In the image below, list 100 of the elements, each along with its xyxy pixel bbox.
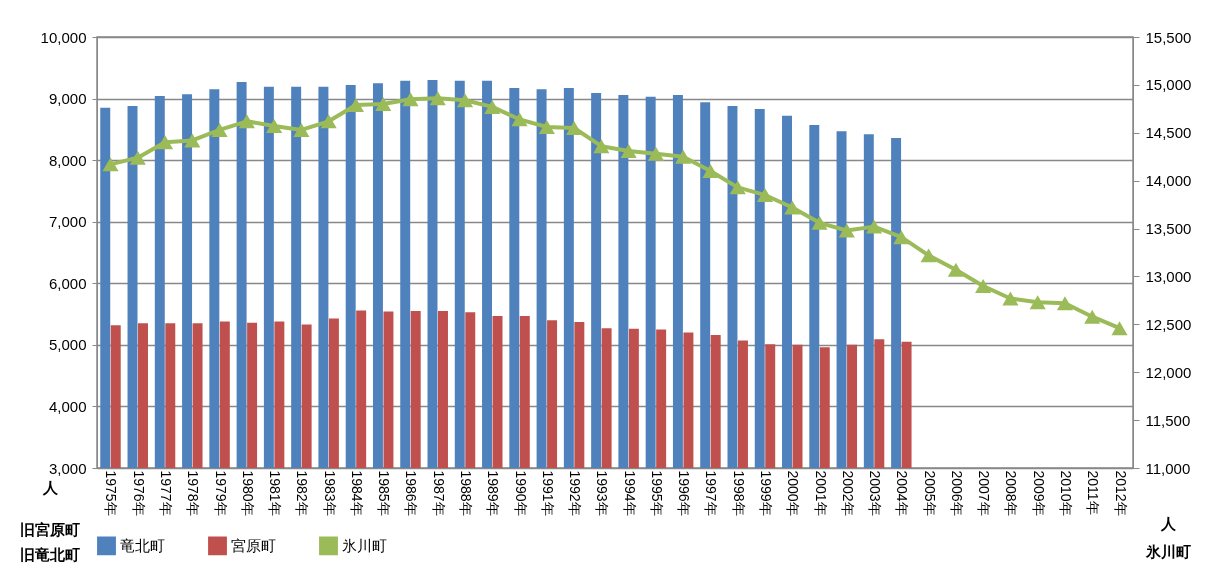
- x-tick-label: 2004年: [894, 470, 911, 516]
- x-tick-label: 1981年: [267, 470, 284, 516]
- x-tick-label: 1980年: [239, 470, 256, 516]
- point: [593, 139, 610, 154]
- x-tick-label: 2011年: [1085, 470, 1102, 515]
- point: [920, 248, 937, 263]
- point: [1084, 309, 1101, 324]
- point: [866, 219, 883, 234]
- x-tick-label: 1982年: [294, 470, 311, 516]
- point: [1029, 295, 1046, 310]
- y-tick-label: 3,000: [48, 459, 87, 477]
- point: [1056, 296, 1074, 311]
- y-tick-label: 9,000: [48, 90, 87, 108]
- y2-tick-label: 11,000: [1145, 459, 1191, 477]
- point: [184, 133, 201, 148]
- legend-label: 竜北町: [120, 536, 165, 554]
- point: [156, 135, 174, 150]
- y2-tick-label: 15,000: [1145, 76, 1192, 94]
- point: [429, 91, 446, 106]
- x-tick-label: 2001年: [812, 470, 829, 516]
- y-tick-label: 5,000: [48, 336, 87, 354]
- x-tick-label: 2009年: [1030, 470, 1047, 516]
- y2-tick-label: 13,000: [1145, 267, 1192, 285]
- text: 旧宮原町: [20, 521, 80, 540]
- point: [511, 112, 528, 127]
- point: [320, 114, 337, 129]
- point: [756, 188, 774, 203]
- point: [729, 180, 746, 195]
- point: [647, 146, 664, 161]
- x-tick-label: 2006年: [948, 470, 965, 516]
- point: [375, 97, 392, 112]
- x-tick-label: 2012年: [1112, 470, 1129, 516]
- point: [456, 93, 474, 108]
- x-tick-label: 1992年: [567, 470, 584, 516]
- y-tick-label: 8,000: [48, 151, 87, 169]
- point: [211, 122, 228, 137]
- x-tick-label: 1983年: [321, 470, 338, 516]
- legend-label: 氷川町: [342, 536, 387, 554]
- x-tick-label: 1991年: [539, 470, 556, 516]
- x-tick-label: 1984年: [348, 470, 365, 516]
- x-tick-label: 2005年: [921, 470, 938, 516]
- text: 旧竜北町: [20, 546, 80, 565]
- x-tick-label: 1978年: [185, 470, 202, 516]
- x-tick-label: 1995年: [648, 470, 665, 516]
- point: [702, 164, 719, 179]
- x-tick-label: 1994年: [621, 470, 638, 516]
- y2-tick-label: 15,500: [1145, 28, 1192, 46]
- point: [347, 98, 364, 112]
- x-tick-label: 1986年: [403, 470, 420, 516]
- x-tick-label: 1988年: [458, 470, 475, 516]
- point: [402, 92, 419, 107]
- point: [1111, 321, 1128, 336]
- x-tick-label: 1998年: [730, 470, 747, 516]
- y-tick-label: 7,000: [48, 213, 87, 231]
- x-tick-label: 2007年: [976, 470, 993, 516]
- x-tick-label: 2010年: [1057, 470, 1074, 516]
- y-tick-label: 6,000: [48, 274, 87, 292]
- y-axis-title: 人: [42, 478, 59, 496]
- x-tick-label: 1975年: [103, 470, 120, 516]
- point: [484, 99, 501, 114]
- point: [1002, 291, 1019, 306]
- x-tick-label: 1989年: [485, 470, 502, 516]
- text: 氷川町: [1145, 543, 1191, 562]
- point: [975, 279, 992, 293]
- x-tick-label: 1996年: [676, 470, 693, 516]
- point: [129, 150, 146, 165]
- x-tick-label: 2008年: [1003, 470, 1020, 516]
- point: [811, 215, 828, 230]
- y2-tick-label: 11,500: [1145, 411, 1191, 429]
- point: [784, 200, 801, 215]
- x-tick-label: 2002年: [839, 470, 856, 516]
- x-tick-label: 1990年: [512, 470, 529, 516]
- x-tick-label: 1997年: [703, 470, 720, 516]
- x-tick-label: 1985年: [376, 470, 393, 516]
- y2-tick-label: 12,000: [1145, 363, 1192, 381]
- y2-tick-label: 12,500: [1145, 315, 1192, 333]
- point: [266, 119, 283, 134]
- x-tick-label: 1976年: [130, 470, 147, 516]
- point: [893, 230, 910, 245]
- point: [538, 120, 555, 135]
- x-tick-label: 2003年: [867, 470, 884, 516]
- point: [102, 157, 119, 172]
- point: [838, 223, 855, 238]
- x-tick-label: 1987年: [430, 470, 447, 516]
- y2-tick-label: 14,000: [1145, 172, 1192, 190]
- y-tick-label: 4,000: [48, 397, 87, 415]
- x-tick-label: 1993年: [594, 470, 611, 516]
- x-tick-label: 1979年: [212, 470, 229, 516]
- y2-axis-title: 人: [1160, 514, 1177, 532]
- y-tick-label: 10,000: [40, 28, 87, 46]
- legend-label: 宮原町: [231, 536, 276, 554]
- y2-tick-label: 13,500: [1145, 220, 1192, 238]
- point: [675, 149, 692, 164]
- point: [620, 143, 637, 158]
- point: [238, 114, 255, 129]
- point: [566, 121, 583, 135]
- point: [947, 262, 964, 277]
- x-tick-label: 1977年: [158, 470, 175, 516]
- point: [293, 122, 310, 137]
- y2-tick-label: 14,500: [1145, 124, 1192, 142]
